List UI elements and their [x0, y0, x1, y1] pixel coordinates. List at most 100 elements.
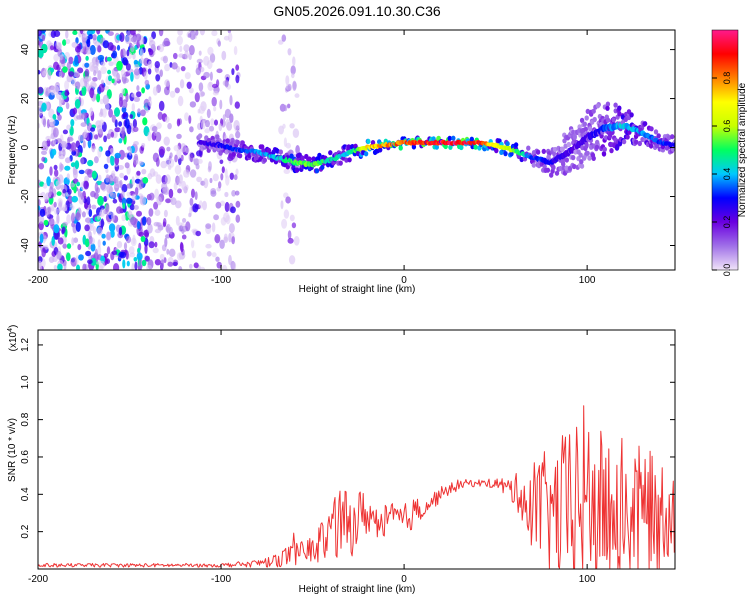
noise-speckle [38, 162, 45, 170]
noise-speckle [136, 210, 142, 217]
noise-speckle [162, 40, 167, 47]
noise-speckle [168, 188, 174, 199]
noise-speckle [99, 119, 105, 126]
noise-speckle [112, 50, 118, 59]
ridge-halo-cell [526, 145, 531, 151]
noise-speckle [204, 128, 210, 134]
noise-speckle [180, 154, 184, 162]
ridge-halo-cell [289, 153, 294, 159]
ridge-halo-cell [585, 150, 590, 156]
ridge-halo-cell [347, 157, 352, 163]
noise-speckle [231, 68, 235, 76]
x-tick-label: 0 [401, 574, 407, 585]
ridge-halo-cell [579, 117, 585, 123]
noise-speckle [41, 142, 47, 149]
noise-speckle [287, 103, 291, 109]
noise-speckle [283, 104, 288, 112]
colorbar-tick-label: 0.4 [722, 168, 732, 181]
noise-speckle [38, 30, 42, 37]
colorbar-ticks: 0.0 0.2 0.4 0.6 0.8 [712, 72, 732, 276]
noise-speckle [57, 42, 61, 51]
ridge-halo-cell [595, 103, 601, 109]
noise-speckle [287, 237, 294, 244]
noise-speckle [176, 176, 181, 184]
noise-speckle [283, 168, 291, 174]
noise-speckle [166, 223, 171, 234]
noise-speckle [53, 164, 58, 170]
noise-speckle [118, 138, 123, 144]
noise-speckle [111, 78, 115, 84]
noise-speckle [147, 223, 153, 234]
noise-speckle [108, 108, 113, 118]
noise-speckle [177, 30, 183, 36]
noise-speckle [113, 182, 121, 189]
noise-speckle [136, 170, 141, 176]
snr-y-ticks: 0.2 0.4 0.6 0.8 1.0 1.2 [20, 338, 675, 539]
noise-speckle [75, 255, 79, 265]
noise-speckle [148, 241, 155, 249]
noise-speckle [215, 201, 222, 209]
noise-speckle [85, 217, 92, 223]
noise-speckle [212, 90, 219, 96]
noise-speckle [65, 157, 71, 164]
noise-speckle [283, 209, 290, 219]
noise-speckle [38, 122, 41, 129]
noise-speckle [97, 195, 104, 206]
noise-speckle [100, 79, 105, 86]
colorbar-tick-label: 0.6 [722, 120, 732, 133]
noise-speckle [136, 91, 142, 98]
noise-speckle [192, 203, 199, 213]
noise-speckle [205, 243, 212, 249]
ridge-halo-cell [649, 126, 654, 132]
noise-speckle [139, 57, 144, 64]
noise-speckle [148, 208, 154, 217]
noise-speckle [53, 83, 60, 93]
noise-speckle [171, 62, 178, 70]
noise-speckle [228, 254, 232, 266]
noise-speckle [81, 85, 87, 96]
noise-speckle [91, 170, 97, 179]
noise-speckle [127, 210, 133, 219]
noise-speckle [71, 41, 78, 48]
noise-speckle [117, 165, 125, 170]
noise-speckle [195, 230, 201, 237]
ridge-halo-cell [637, 140, 642, 147]
noise-speckle [154, 188, 159, 199]
noise-speckle [78, 254, 84, 261]
colorbar: 0.0 0.2 0.4 0.6 0.8 Normalized spectral ampl… [711, 29, 748, 276]
noise-speckle [174, 164, 182, 175]
ridge-halo-cell [571, 155, 576, 161]
noise-speckle [43, 235, 47, 242]
noise-speckle [38, 260, 43, 270]
noise-speckle [104, 56, 108, 63]
noise-speckle [234, 190, 240, 196]
noise-speckle [86, 38, 91, 48]
noise-speckle [47, 69, 52, 80]
ridge-halo-cell [605, 117, 611, 123]
ridge-halo-cell [228, 153, 233, 159]
noise-speckle [66, 214, 71, 224]
ridge-halo-cell [411, 144, 417, 150]
noise-speckle [155, 74, 161, 82]
noise-speckle [156, 122, 162, 129]
noise-speckle [211, 30, 218, 37]
noise-speckle [136, 85, 140, 92]
noise-speckle [164, 79, 170, 87]
noise-speckle [195, 163, 200, 170]
noise-speckle [112, 198, 118, 204]
noise-speckle [59, 98, 62, 108]
noise-speckle [120, 251, 126, 259]
noise-speckle [216, 68, 223, 74]
noise-speckle [128, 147, 133, 156]
noise-speckle [147, 68, 152, 75]
noise-speckle [129, 204, 135, 211]
noise-speckle [38, 49, 44, 58]
noise-speckle [203, 178, 209, 189]
noise-speckle [97, 54, 105, 61]
noise-speckle [133, 257, 138, 262]
noise-speckle [175, 215, 180, 226]
noise-speckle [91, 145, 97, 150]
noise-speckle [293, 236, 300, 246]
noise-speckle [62, 221, 68, 227]
ridge-halo-cell [338, 160, 343, 166]
